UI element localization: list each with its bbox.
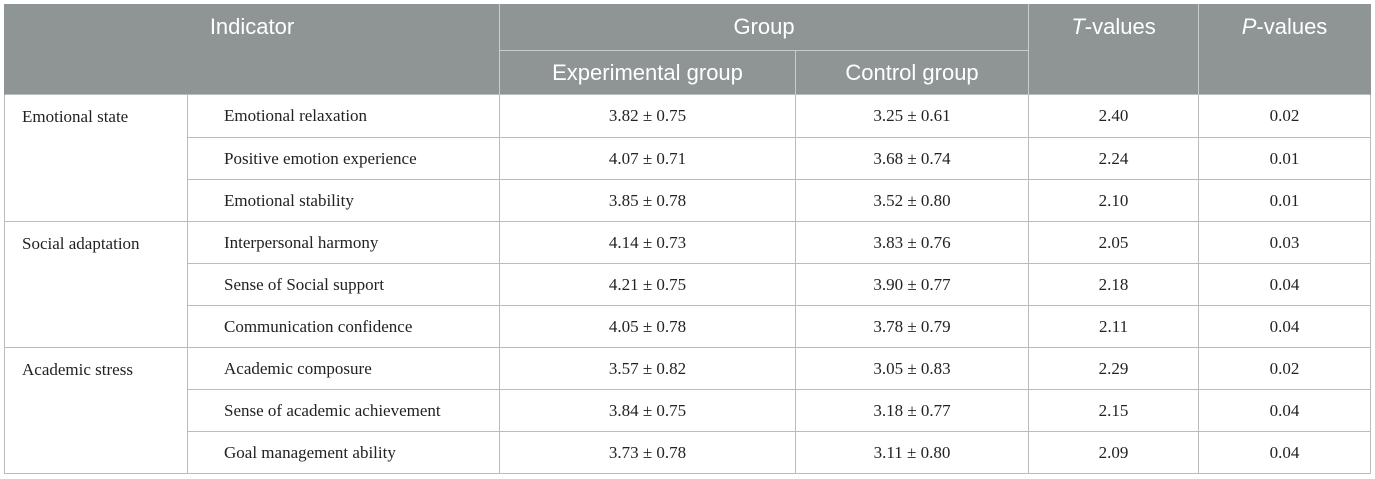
control-cell: 3.25 ± 0.61 [795, 94, 1030, 138]
control-cell: 3.83 ± 0.76 [795, 221, 1030, 264]
category-cell: Emotional state [4, 94, 188, 222]
p-value-cell: 0.04 [1198, 389, 1372, 432]
table-body: Emotional state Emotional relaxation 3.8… [4, 94, 1372, 474]
table-header: Indicator Group T-values P-values Experi… [3, 4, 1372, 95]
table-row: Emotional state Emotional relaxation 3.8… [4, 94, 1372, 222]
t-value-cell: 2.05 [1028, 221, 1200, 264]
experimental-cell: 3.82 ± 0.75 [499, 94, 797, 138]
table-row: Sense of Social support 4.21 ± 0.75 3.90… [5, 263, 1372, 306]
table-row: Goal management ability 3.73 ± 0.78 3.11… [5, 431, 1372, 474]
p-value-cell: 0.01 [1198, 179, 1372, 222]
experimental-cell: 3.85 ± 0.78 [499, 179, 797, 222]
indicator-cell: Academic composure [186, 347, 501, 390]
indicator-cell: Communication confidence [186, 305, 501, 348]
indicator-cell: Interpersonal harmony [186, 221, 501, 264]
table-row: Emotional stability 3.85 ± 0.78 3.52 ± 0… [5, 179, 1372, 222]
t-value-cell: 2.10 [1028, 179, 1200, 222]
experimental-cell: 4.07 ± 0.71 [499, 137, 797, 180]
p-letter: P [1241, 14, 1257, 39]
indicator-cell: Sense of academic achievement [186, 389, 501, 432]
t-letter: T [1071, 14, 1085, 39]
t-suffix: -values [1084, 14, 1156, 39]
table-row: Communication confidence 4.05 ± 0.78 3.7… [5, 305, 1372, 348]
experimental-cell: 3.57 ± 0.82 [499, 347, 797, 390]
t-value-cell: 2.09 [1028, 431, 1200, 474]
p-value-cell: 0.04 [1198, 431, 1372, 474]
experimental-cell: 4.14 ± 0.73 [499, 221, 797, 264]
control-cell: 3.78 ± 0.79 [795, 305, 1030, 348]
header-experimental-group: Experimental group [499, 50, 797, 95]
p-value-cell: 0.04 [1198, 263, 1372, 306]
p-value-cell: 0.02 [1198, 94, 1372, 138]
control-cell: 3.68 ± 0.74 [795, 137, 1030, 180]
p-suffix: -values [1256, 14, 1328, 39]
header-control-group: Control group [795, 50, 1030, 95]
control-cell: 3.52 ± 0.80 [795, 179, 1030, 222]
results-table: Indicator Group T-values P-values Experi… [3, 4, 1372, 474]
indicator-cell: Emotional stability [186, 179, 501, 222]
category-cell: Academic stress [4, 347, 188, 474]
t-value-cell: 2.15 [1028, 389, 1200, 432]
category-cell: Social adaptation [4, 221, 188, 348]
indicator-cell: Positive emotion experience [186, 137, 501, 180]
t-value-cell: 2.40 [1028, 94, 1200, 138]
p-value-cell: 0.02 [1198, 347, 1372, 390]
table-row: Academic stress Academic composure 3.57 … [4, 347, 1372, 474]
header-p-values: P-values [1198, 4, 1372, 95]
experimental-cell: 4.21 ± 0.75 [499, 263, 797, 306]
header-indicator: Indicator [3, 4, 501, 95]
indicator-cell: Sense of Social support [186, 263, 501, 306]
t-value-cell: 2.11 [1028, 305, 1200, 348]
p-value-cell: 0.01 [1198, 137, 1372, 180]
indicator-cell: Emotional relaxation [186, 94, 501, 138]
control-cell: 3.05 ± 0.83 [795, 347, 1030, 390]
indicator-cell: Goal management ability [186, 431, 501, 474]
p-value-cell: 0.03 [1198, 221, 1372, 264]
header-t-values: T-values [1028, 4, 1200, 95]
header-group: Group [499, 4, 1030, 51]
table-row: Positive emotion experience 4.07 ± 0.71 … [5, 137, 1372, 180]
control-cell: 3.11 ± 0.80 [795, 431, 1030, 474]
table-row: Sense of academic achievement 3.84 ± 0.7… [5, 389, 1372, 432]
experimental-cell: 4.05 ± 0.78 [499, 305, 797, 348]
p-value-cell: 0.04 [1198, 305, 1372, 348]
t-value-cell: 2.18 [1028, 263, 1200, 306]
table-row: Social adaptation Interpersonal harmony … [4, 221, 1372, 348]
t-value-cell: 2.29 [1028, 347, 1200, 390]
control-cell: 3.18 ± 0.77 [795, 389, 1030, 432]
control-cell: 3.90 ± 0.77 [795, 263, 1030, 306]
experimental-cell: 3.73 ± 0.78 [499, 431, 797, 474]
t-value-cell: 2.24 [1028, 137, 1200, 180]
experimental-cell: 3.84 ± 0.75 [499, 389, 797, 432]
